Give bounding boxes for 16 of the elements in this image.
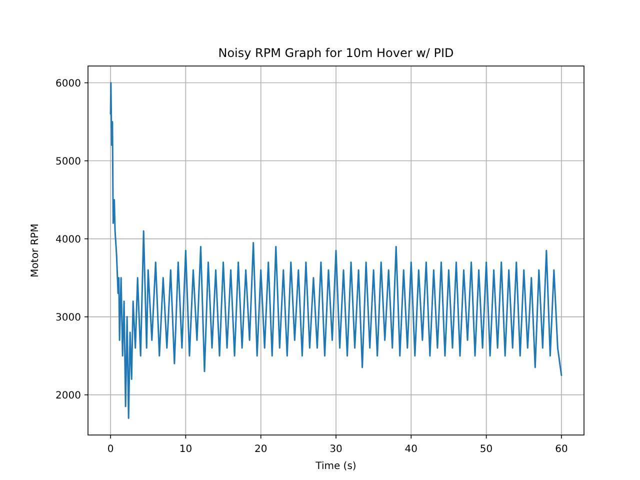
x-tick-label: 40 (404, 444, 418, 455)
x-tick-label: 0 (107, 444, 114, 455)
y-tick-label: 3000 (56, 312, 81, 324)
x-tick-label: 30 (330, 444, 342, 455)
y-axis-title: Motor RPM (30, 224, 41, 278)
y-tick-label: 6000 (56, 78, 81, 90)
y-tick-label: 2000 (56, 390, 81, 402)
x-axis-title: Time (s) (314, 461, 356, 472)
line-series (110, 82, 562, 419)
y-tick-label: 5000 (56, 156, 81, 168)
y-tick-label: 4000 (56, 234, 81, 246)
chart-title: Noisy RPM Graph for 10m Hover w/ PID (218, 46, 454, 60)
x-tick-label: 10 (179, 444, 192, 455)
x-tick-label: 60 (555, 444, 568, 455)
x-tick-label: 20 (254, 444, 268, 455)
x-tick-label: 50 (480, 444, 493, 455)
